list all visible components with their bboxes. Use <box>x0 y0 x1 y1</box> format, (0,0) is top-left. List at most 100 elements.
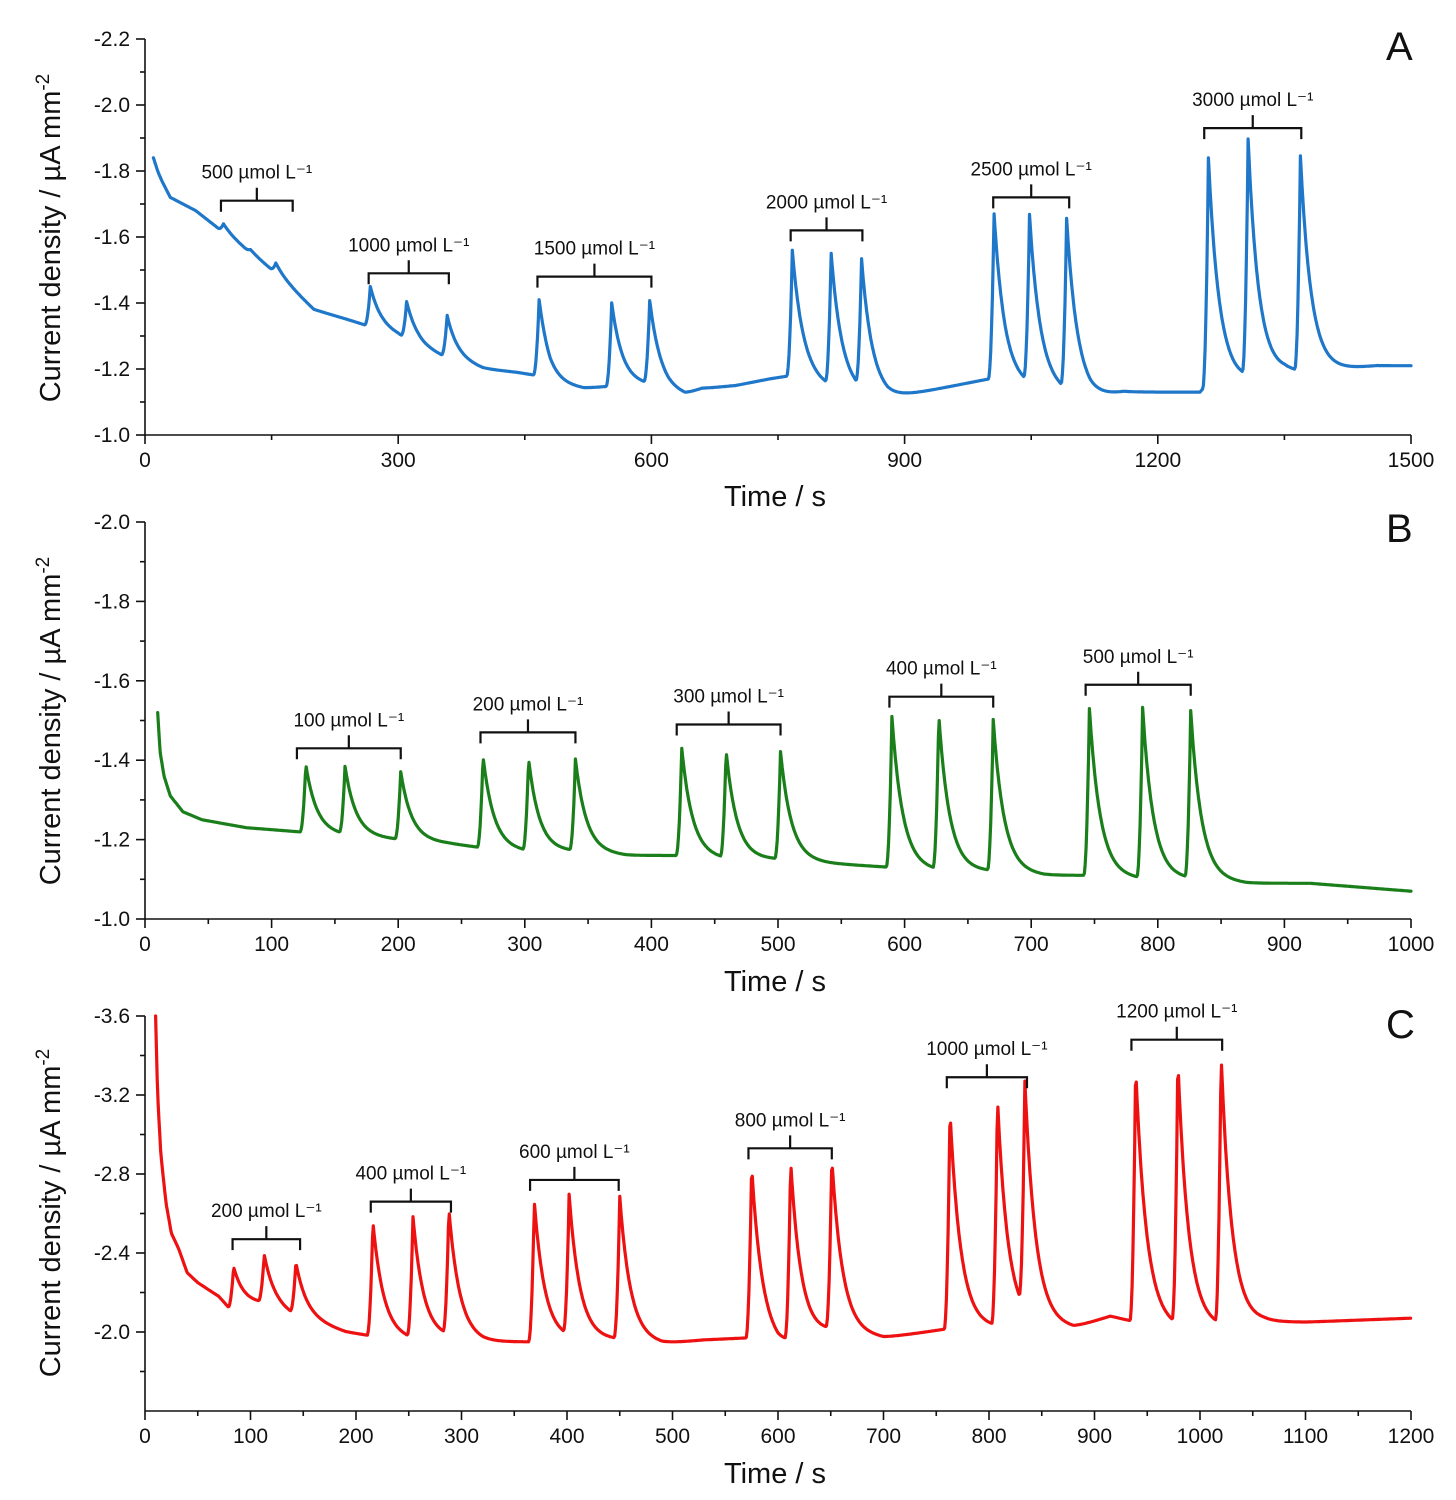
y-tick-label-b: -2.0 <box>94 511 130 534</box>
x-axis-title-a: Time / s <box>724 481 826 513</box>
x-tick-label-c: 0 <box>139 1425 151 1448</box>
x-tick-label-a: 1200 <box>1134 449 1181 472</box>
x-tick-label-b: 200 <box>381 933 416 956</box>
panel-letter-c: C <box>1386 1003 1415 1047</box>
y-axis-title-c-main: Current density / µA mm <box>35 1066 67 1378</box>
annotation-bracket-b <box>1084 671 1192 696</box>
x-tick-label-b: 900 <box>1267 933 1302 956</box>
y-axis-title-a-sup: -2 <box>33 74 54 91</box>
annotation-label-a: 1000 µmol L⁻¹ <box>348 235 469 256</box>
x-tick-label-c: 900 <box>1077 1425 1112 1448</box>
annotation-bracket-c <box>747 1135 833 1160</box>
x-tick-label-b: 700 <box>1014 933 1049 956</box>
y-tick-label-a: -2.0 <box>94 94 130 117</box>
annotation-label-b: 200 µmol L⁻¹ <box>473 694 584 715</box>
x-tick-label-c: 400 <box>549 1425 584 1448</box>
annotation-bracket-a <box>219 187 294 212</box>
annotation-bracket-b <box>479 719 577 744</box>
panel-letter-b: B <box>1386 507 1413 551</box>
annotation-bracket-c <box>231 1226 302 1251</box>
annotation-bracket-a <box>789 217 864 242</box>
x-tick-label-b: 800 <box>1140 933 1175 956</box>
x-tick-label-c: 300 <box>444 1425 479 1448</box>
annotation-label-a: 3000 µmol L⁻¹ <box>1192 90 1313 111</box>
annotation-bracket-c <box>369 1188 453 1213</box>
x-tick-label-c: 1200 <box>1388 1425 1435 1448</box>
y-tick-label-c: -2.4 <box>94 1242 131 1265</box>
y-tick-label-b: -1.2 <box>94 829 130 852</box>
annotation-label-a: 1500 µmol L⁻¹ <box>534 239 655 260</box>
annotation-label-a: 500 µmol L⁻¹ <box>201 163 312 184</box>
series-line-b <box>156 705 1413 893</box>
panel-letter-a: A <box>1386 25 1413 69</box>
x-tick-label-b: 400 <box>634 933 669 956</box>
annotation-label-b: 100 µmol L⁻¹ <box>293 710 404 731</box>
annotation-bracket-a <box>1203 115 1303 140</box>
x-tick-label-c: 1100 <box>1283 1425 1328 1448</box>
x-tick-label-a: 600 <box>634 449 669 472</box>
plot-area-c: -2.0 -2.4 -2.8 -3.2 -3.6 0 100 200 300 400 500 600 7… <box>94 1002 1435 1448</box>
annotation-label-b: 500 µmol L⁻¹ <box>1083 647 1194 668</box>
annotation-bracket-b <box>675 711 782 736</box>
y-axis-title-a: Current density / µA mm-2 <box>33 74 67 403</box>
x-tick-label-c: 800 <box>971 1425 1006 1448</box>
x-tick-label-c: 1000 <box>1177 1425 1224 1448</box>
y-tick-label-c: -3.6 <box>94 1005 130 1028</box>
annotation-bracket-a <box>536 263 653 288</box>
y-tick-label-a: -1.6 <box>94 226 130 249</box>
x-tick-label-c: 100 <box>233 1425 268 1448</box>
x-tick-label-c: 200 <box>338 1425 373 1448</box>
annotation-label-c: 200 µmol L⁻¹ <box>211 1201 322 1222</box>
x-tick-label-b: 300 <box>507 933 542 956</box>
x-tick-label-b: 1000 <box>1388 933 1435 956</box>
y-tick-label-a: -1.8 <box>94 160 130 183</box>
y-tick-label-a: -1.0 <box>94 424 130 447</box>
y-tick-label-b: -1.4 <box>94 749 131 772</box>
annotation-label-a: 2500 µmol L⁻¹ <box>971 159 1092 180</box>
annotation-label-c: 400 µmol L⁻¹ <box>355 1164 466 1185</box>
plot-area-b: -1.0 -1.2 -1.4 -1.6 -1.8 -2.0 0 100 200 300 400 500… <box>94 511 1435 956</box>
y-axis-title-a-main: Current density / µA mm <box>35 91 67 403</box>
y-axis-title-b-sup: -2 <box>33 557 54 574</box>
y-axis-title-b: Current density / µA mm-2 <box>33 557 67 886</box>
x-tick-label-c: 700 <box>866 1425 901 1448</box>
x-tick-label-c: 500 <box>655 1425 690 1448</box>
x-tick-label-a: 1500 <box>1388 449 1435 472</box>
y-axis-title-c: Current density / µA mm-2 <box>33 1049 67 1378</box>
panel-b: -1.0 -1.2 -1.4 -1.6 -1.8 -2.0 0 100 200 300 400 500… <box>33 507 1434 998</box>
x-tick-label-b: 0 <box>139 933 151 956</box>
annotation-bracket-a <box>367 260 450 285</box>
annotation-label-c: 800 µmol L⁻¹ <box>735 1110 846 1131</box>
annotation-label-a: 2000 µmol L⁻¹ <box>766 192 887 213</box>
y-axis-title-b-main: Current density / µA mm <box>35 574 67 886</box>
x-tick-label-c: 600 <box>760 1425 795 1448</box>
x-tick-label-a: 300 <box>381 449 416 472</box>
y-tick-label-b: -1.6 <box>94 670 130 693</box>
panel-a: -1.0 -1.2 -1.4 -1.6 -1.8 -2.0 -2.2 0 300 600 900 12… <box>33 25 1434 513</box>
annotation-label-c: 1000 µmol L⁻¹ <box>926 1039 1047 1060</box>
annotation-bracket-b <box>888 683 995 708</box>
annotation-bracket-c <box>528 1166 620 1191</box>
annotation-label-c: 600 µmol L⁻¹ <box>519 1142 630 1163</box>
annotation-label-b: 400 µmol L⁻¹ <box>886 659 997 680</box>
annotation-bracket-a <box>992 184 1071 209</box>
panel-c: -2.0 -2.4 -2.8 -3.2 -3.6 0 100 200 300 400 500 600 7… <box>33 1002 1434 1490</box>
y-tick-label-b: -1.0 <box>94 908 130 931</box>
y-tick-label-c: -2.0 <box>94 1321 130 1344</box>
annotation-label-c: 1200 µmol L⁻¹ <box>1116 1002 1237 1023</box>
annotation-bracket-c <box>945 1064 1029 1089</box>
annotation-bracket-c <box>1130 1026 1224 1051</box>
x-tick-label-b: 500 <box>760 933 795 956</box>
series-line-c <box>154 1014 1413 1344</box>
y-tick-label-c: -2.8 <box>94 1163 130 1186</box>
y-tick-label-b: -1.8 <box>94 590 130 613</box>
x-tick-label-b: 600 <box>887 933 922 956</box>
x-tick-label-b: 100 <box>254 933 289 956</box>
x-axis-title-c: Time / s <box>724 1458 826 1490</box>
series-line-a <box>151 137 1413 395</box>
y-tick-label-a: -2.2 <box>94 28 130 51</box>
y-tick-label-a: -1.4 <box>94 292 131 315</box>
y-tick-label-a: -1.2 <box>94 358 130 381</box>
x-axis-title-b: Time / s <box>724 966 826 998</box>
